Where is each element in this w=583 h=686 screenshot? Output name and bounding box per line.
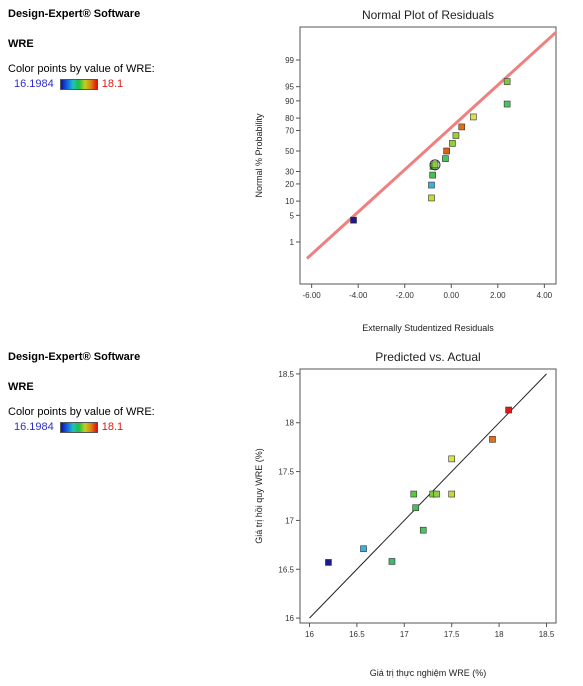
overlap-marker — [429, 159, 441, 171]
y-tick-label: 18.5 — [278, 370, 294, 379]
y-tick-label: 95 — [285, 83, 294, 92]
y-tick-label: 20 — [285, 180, 294, 189]
response-name: WRE — [8, 38, 34, 50]
color-scale: 16.1984 18.1 — [8, 78, 178, 90]
y-tick-label: 90 — [285, 97, 294, 106]
data-point — [431, 161, 439, 169]
y-tick-label: 80 — [285, 114, 294, 123]
x-tick-label: 4.00 — [537, 291, 553, 300]
legend-info: Design-Expert® Software WRE Color points… — [8, 8, 178, 90]
data-point — [410, 490, 418, 498]
data-point — [452, 132, 460, 139]
color-gradient-bar — [59, 421, 98, 433]
y-tick-label: 1 — [290, 238, 295, 247]
x-tick-label: 17.5 — [444, 630, 460, 639]
x-tick-label: 17 — [400, 630, 409, 639]
y-axis-label: Normal % Probability — [254, 113, 264, 198]
data-point — [470, 113, 477, 121]
y-tick-label: 30 — [285, 168, 294, 177]
scale-high-value: 18.1 — [101, 78, 124, 90]
data-point — [350, 216, 357, 224]
color-scale: 16.1984 18.1 — [8, 421, 178, 433]
x-tick-label: 18 — [495, 630, 504, 639]
chart-title: Predicted vs. Actual — [375, 350, 480, 364]
data-point — [428, 181, 435, 189]
data-point — [503, 78, 511, 85]
reference-line — [305, 30, 556, 260]
color-note: Color points by value of WRE: — [8, 63, 155, 75]
chart-title: Normal Plot of Residuals — [362, 8, 494, 22]
x-tick-label: -2.00 — [396, 291, 415, 300]
data-point — [449, 140, 456, 147]
data-point — [388, 558, 396, 565]
data-point — [448, 455, 456, 463]
data-point — [419, 526, 427, 534]
y-tick-label: 16.5 — [278, 565, 294, 574]
data-point — [433, 490, 440, 498]
y-tick-label: 70 — [285, 126, 294, 135]
predicted-actual-panel: Design-Expert® Software WRE Color points… — [0, 343, 583, 686]
y-axis-label: Giá trị hồi quy WRE (%) — [254, 448, 264, 544]
software-brand: Design-Expert® Software — [8, 351, 141, 363]
color-note: Color points by value of WRE: — [8, 406, 155, 418]
data-point — [503, 100, 511, 108]
x-axis-label: Externally Studentized Residuals — [362, 323, 494, 333]
data-point — [489, 436, 496, 443]
scale-high-value: 18.1 — [101, 421, 124, 433]
y-tick-label: 17.5 — [278, 468, 294, 477]
x-tick-label: -4.00 — [349, 291, 368, 300]
scale-low-value: 16.1984 — [14, 78, 54, 90]
x-tick-label: 18.5 — [539, 630, 555, 639]
response-name: WRE — [8, 381, 34, 393]
x-tick-label: 0.00 — [443, 291, 459, 300]
y-tick-label: 99 — [285, 56, 294, 65]
y-tick-label: 17 — [285, 516, 294, 525]
predicted-actual-chart: 16 16.5 17 17.5 18 18.5 16 16.5 17 17.5 18 18.5 Pred… — [254, 350, 557, 678]
data-point — [448, 490, 456, 498]
legend-info: Design-Expert® Software WRE Color points… — [8, 351, 178, 433]
data-point — [505, 406, 512, 414]
y-tick-label: 18 — [285, 419, 294, 428]
scale-low-value: 16.1984 — [14, 421, 54, 433]
reference-line — [309, 373, 547, 619]
normal-plot-chart: -6.00 -4.00 -2.00 0.00 2.00 4.00 1 5 10 20 30 50 70 8… — [254, 8, 557, 333]
data-point — [428, 194, 435, 202]
x-tick-label: -6.00 — [303, 291, 322, 300]
data-point — [360, 545, 367, 553]
y-tick-label: 50 — [285, 147, 294, 156]
software-brand: Design-Expert® Software — [8, 8, 141, 20]
y-tick-label: 16 — [285, 614, 294, 623]
data-point — [442, 155, 449, 162]
data-point — [412, 504, 419, 512]
data-point — [325, 559, 332, 566]
y-tick-label: 10 — [285, 197, 294, 206]
x-tick-label: 16 — [305, 630, 314, 639]
normal-plot-panel: Design-Expert® Software WRE Color points… — [0, 0, 583, 340]
x-tick-label: 16.5 — [349, 630, 365, 639]
x-axis-label: Giá trị thực nghiệm WRE (%) — [370, 668, 487, 678]
data-point — [458, 123, 466, 131]
data-point — [429, 171, 436, 179]
y-tick-label: 5 — [290, 211, 295, 220]
color-gradient-bar — [59, 78, 98, 90]
data-point — [443, 147, 450, 155]
x-tick-label: 2.00 — [490, 291, 506, 300]
